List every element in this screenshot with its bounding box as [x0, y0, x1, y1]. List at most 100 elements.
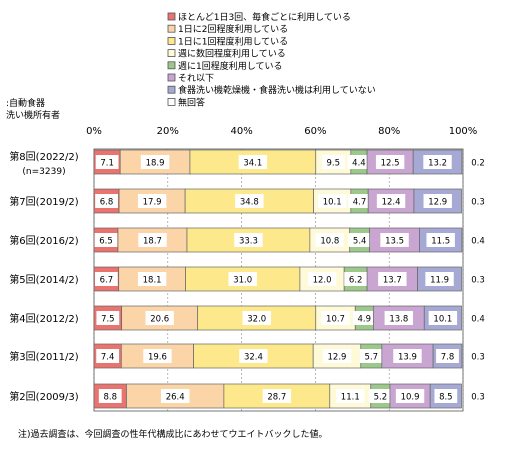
data-label-box [428, 311, 458, 325]
data-label-box [380, 233, 409, 247]
data-label: 20.6 [150, 315, 169, 325]
data-label: 11.5 [431, 237, 450, 247]
legend-swatch [167, 37, 176, 45]
data-label-box [321, 155, 345, 169]
legend-entry: 1日に2回程度利用している [178, 23, 288, 35]
data-label-box [307, 272, 337, 286]
legend-entry: 1日に1回程度利用している [178, 35, 288, 47]
category-label: 第5回(2014/2) [9, 273, 78, 286]
data-label-box [160, 389, 190, 403]
legend-swatch [167, 73, 176, 82]
data-label: 33.3 [239, 237, 258, 247]
legend-entry: ほとんど1日3回、毎食ごとに利用している [178, 11, 351, 23]
data-label: 18.9 [146, 159, 165, 169]
data-label: 19.6 [148, 353, 167, 363]
bar-segment [126, 383, 225, 409]
data-label: 7.5 [101, 315, 115, 325]
data-label: 17.9 [143, 198, 162, 208]
data-label: 34.8 [240, 198, 259, 208]
data-label-box [94, 233, 118, 247]
legend-entry: 週に数回程度利用している [178, 48, 286, 60]
category-label: 第8回(2022/2) [9, 150, 78, 163]
data-label: 8.8 [103, 393, 117, 403]
legend-swatch [167, 61, 176, 70]
no-answer-value: 0.3 [471, 353, 485, 363]
data-label-box [375, 155, 405, 169]
legend-swatch [167, 49, 176, 57]
legend-swatch [167, 12, 176, 21]
data-label: 28.7 [267, 393, 286, 403]
data-label-box [436, 349, 459, 363]
data-label: 5.4 [353, 237, 367, 247]
data-label: 13.5 [385, 237, 404, 247]
no-answer-value: 0.2 [471, 159, 485, 169]
data-label-box [321, 311, 350, 325]
data-label: 12.5 [381, 159, 400, 169]
data-label-box [317, 194, 347, 208]
data-label: 10.1 [433, 315, 452, 325]
legend-swatch [167, 98, 176, 106]
no-answer-value: 0.4 [471, 237, 485, 247]
data-label: 8.5 [439, 393, 453, 403]
category-label: 第7回(2019/2) [9, 195, 78, 208]
data-label-box [235, 194, 264, 208]
data-label-box [95, 155, 119, 169]
data-label-box [344, 272, 368, 286]
no-answer-value: 0.4 [471, 315, 485, 325]
data-label-box [315, 233, 344, 247]
data-label: 11.1 [341, 393, 360, 403]
data-label-box [238, 155, 268, 169]
data-label: 13.7 [383, 276, 402, 286]
data-label: 7.1 [100, 159, 114, 169]
no-answer-value: 0.3 [471, 393, 485, 403]
data-label: 12.0 [313, 276, 332, 286]
data-label: 10.8 [320, 237, 339, 247]
data-label-box [138, 233, 167, 247]
no-answer-value: 0.3 [471, 276, 485, 286]
data-label-box [395, 389, 425, 403]
data-label: 4.7 [353, 198, 367, 208]
sample-size-label: (n=3239) [22, 167, 65, 177]
data-label-box [239, 349, 268, 363]
data-label: 7.4 [101, 353, 115, 363]
data-label-box [393, 349, 422, 363]
data-label: 12.4 [382, 198, 401, 208]
data-label: 13.8 [389, 315, 408, 325]
legend-entry: それ以下 [178, 73, 214, 84]
no-answer-value: 0.3 [471, 198, 485, 208]
data-label-box [228, 272, 257, 286]
data-label-box [242, 311, 271, 325]
category-label: 第3回(2011/2) [9, 350, 78, 363]
data-label-box [378, 272, 407, 286]
category-label: 第4回(2012/2) [9, 312, 78, 325]
legend-entry: 週に1回程度利用している [178, 60, 282, 72]
data-label: 10.7 [326, 315, 345, 325]
data-label-box [143, 349, 172, 363]
data-label: 6.5 [99, 237, 113, 247]
data-label-box [352, 311, 376, 325]
data-label: 12.9 [328, 353, 347, 363]
data-label: 32.0 [247, 315, 266, 325]
data-label: 7.8 [441, 353, 455, 363]
data-label: 5.2 [374, 393, 388, 403]
x-tick-label: 0% [86, 126, 102, 137]
data-label-box [137, 194, 167, 208]
legend-entry: 食器洗い機乾燥機・食器洗い機は利用していない [178, 84, 376, 96]
data-label-box [96, 311, 120, 325]
x-tick-label: 100% [449, 126, 478, 137]
data-label: 10.1 [323, 198, 342, 208]
data-label: 34.1 [243, 159, 262, 169]
x-tick-label: 80% [378, 126, 400, 137]
data-label: 6.7 [100, 276, 114, 286]
data-label-box [359, 349, 383, 363]
x-tick-label: 20% [157, 126, 179, 137]
data-label-box [322, 349, 352, 363]
data-label-box [234, 233, 263, 247]
bar-segment [312, 343, 362, 369]
x-tick-label: 60% [304, 126, 326, 137]
data-label-box [96, 349, 120, 363]
data-label: 18.7 [143, 237, 162, 247]
data-label-box [384, 311, 413, 325]
footnote: 注)過去調査は、今回調査の性年代構成比にあわせてウエイトバックした値。 [18, 428, 328, 440]
